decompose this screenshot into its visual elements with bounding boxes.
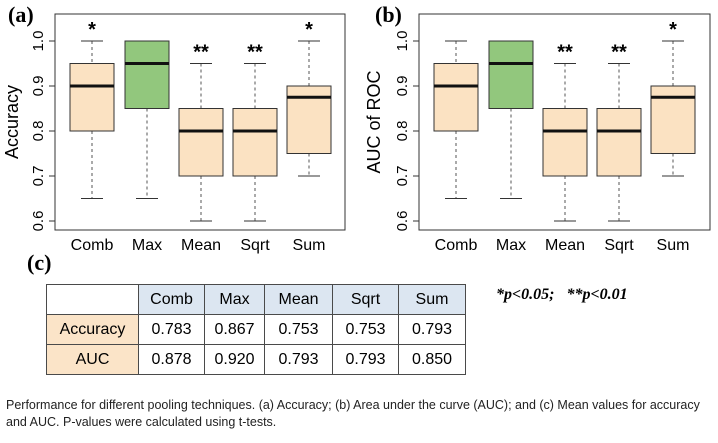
column-header: Mean — [264, 284, 333, 315]
significance-marker: ** — [557, 42, 573, 64]
x-tick-label: Sqrt — [240, 237, 270, 254]
column-header: Sqrt — [332, 284, 399, 315]
box-max: Max — [124, 40, 170, 254]
box-iqr — [69, 63, 115, 132]
table-cell: 0.793 — [332, 344, 399, 375]
x-tick-label: Sum — [657, 237, 690, 254]
row-header: AUC — [46, 344, 139, 375]
panel-label-c: (c) — [27, 250, 52, 275]
significance-note: *p<0.05; **p<0.01 — [496, 286, 628, 303]
column-header: Sum — [398, 284, 466, 315]
box-max: Max — [488, 40, 534, 254]
table-row: AUC 0.878 0.920 0.793 0.793 0.850 — [46, 344, 466, 375]
y-tick-label: 0.6 — [394, 211, 411, 232]
x-tick-label: Comb — [71, 237, 114, 254]
y-tick-label: 1.0 — [30, 31, 47, 52]
x-tick-label: Comb — [435, 237, 478, 254]
table-cell: 0.793 — [398, 314, 466, 345]
x-tick-label: Mean — [545, 237, 585, 254]
significance-marker: ** — [611, 42, 627, 64]
y-tick-label: 0.6 — [30, 211, 47, 232]
x-tick-label: Max — [132, 237, 162, 254]
table-cell: 0.878 — [138, 344, 205, 375]
table-cell: 0.867 — [204, 314, 265, 345]
panel-label-a: (a) — [8, 2, 34, 27]
box-iqr — [596, 108, 642, 177]
box-sum: * Sum — [650, 19, 696, 254]
plot-frame — [54, 13, 346, 231]
box-sqrt: ** Sqrt — [232, 42, 278, 254]
boxplot-panel: 0.6 0.7 0.8 0.9 1.0 Accuracy * Comb Max ** Mean ** S… — [2, 13, 346, 254]
y-tick-label: 0.8 — [30, 121, 47, 142]
box-iqr — [178, 108, 224, 177]
table-cell: 0.753 — [332, 314, 399, 345]
y-axis-label: AUC of ROC — [364, 70, 384, 173]
table-cell: 0.783 — [138, 314, 205, 345]
table-header-row: Comb Max Mean Sqrt Sum — [46, 284, 466, 315]
table-corner-cell — [46, 284, 139, 315]
box-sqrt: ** Sqrt — [596, 42, 642, 254]
table-cell: 0.793 — [264, 344, 333, 375]
box-iqr — [232, 108, 278, 177]
y-tick-label: 0.8 — [394, 121, 411, 142]
box-comb: * Comb — [69, 19, 115, 254]
significance-marker: ** — [193, 42, 209, 64]
table-cell: 0.920 — [204, 344, 265, 375]
column-header: Comb — [138, 284, 205, 315]
row-header: Accuracy — [46, 314, 139, 345]
significance-marker: * — [305, 19, 313, 41]
box-iqr — [542, 108, 588, 177]
y-axis-label: Accuracy — [2, 85, 22, 159]
significance-marker: * — [669, 19, 677, 41]
box-sum: * Sum — [286, 19, 332, 254]
figure-caption: Performance for different pooling techni… — [6, 398, 700, 429]
table-cell: 0.850 — [398, 344, 466, 375]
x-tick-label: Sum — [293, 237, 326, 254]
y-tick-label: 0.7 — [394, 166, 411, 187]
box-mean: ** Mean — [178, 42, 224, 254]
box-iqr — [124, 40, 170, 109]
y-tick-label: 0.9 — [30, 76, 47, 97]
significance-marker: ** — [247, 42, 263, 64]
x-tick-label: Mean — [181, 237, 221, 254]
table-cell: 0.753 — [264, 314, 333, 345]
significance-marker: * — [88, 19, 96, 41]
y-tick-label: 0.7 — [30, 166, 47, 187]
box-iqr — [488, 40, 534, 109]
panel-label-b: (b) — [375, 2, 402, 27]
column-header: Max — [204, 284, 265, 315]
table-row: Accuracy 0.783 0.867 0.753 0.753 0.793 — [46, 314, 466, 345]
box-mean: ** Mean — [542, 42, 588, 254]
x-tick-label: Sqrt — [604, 237, 634, 254]
y-tick-label: 1.0 — [394, 31, 411, 52]
mean-values-table: Comb Max Mean Sqrt Sum Accuracy 0.783 0.… — [46, 284, 466, 375]
y-tick-label: 0.9 — [394, 76, 411, 97]
x-tick-label: Max — [496, 237, 526, 254]
box-iqr — [433, 63, 479, 132]
box-comb: Comb — [433, 40, 479, 254]
plot-frame — [418, 13, 711, 231]
